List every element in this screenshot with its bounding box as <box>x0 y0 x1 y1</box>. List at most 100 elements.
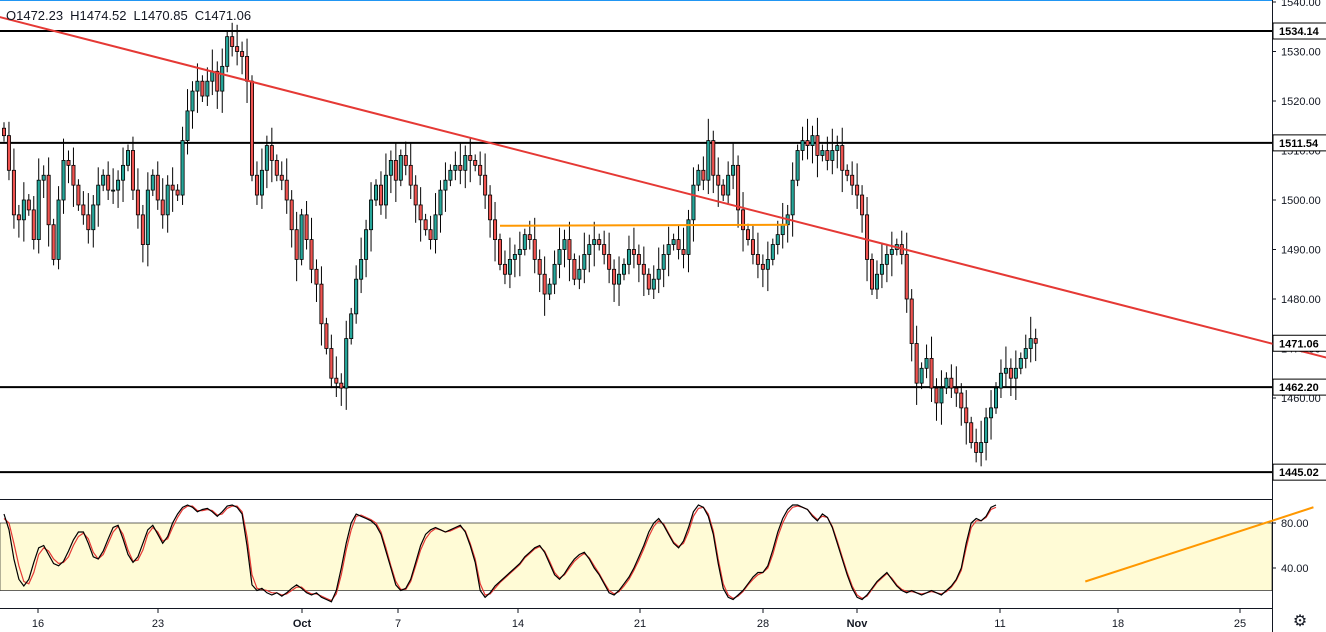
candle-body <box>795 150 800 181</box>
candle-body <box>284 179 289 201</box>
candle-body <box>537 258 542 275</box>
candle-body <box>646 273 651 290</box>
candle-body <box>413 184 418 206</box>
candle-body <box>66 159 71 166</box>
ohlc-close: C1471.06 <box>194 8 252 23</box>
price-tag-box <box>1272 463 1326 481</box>
candle-body <box>512 254 517 260</box>
candle-body <box>101 174 106 186</box>
price-tag-label: 1534.14 <box>1279 26 1320 38</box>
time-tick-label: 28 <box>757 618 769 630</box>
candle-body <box>428 229 433 240</box>
settings-gear-icon[interactable]: ⚙ <box>1292 613 1308 630</box>
candle-body <box>696 169 701 186</box>
candle-body <box>388 159 393 176</box>
candle-body <box>403 155 408 166</box>
candle-body <box>145 189 150 245</box>
candle-body <box>249 80 254 176</box>
candle-body <box>230 36 235 47</box>
candle-body <box>939 387 944 404</box>
candle-body <box>582 254 587 270</box>
candle-body <box>111 189 116 192</box>
time-tick-label: 23 <box>152 618 164 630</box>
candle-body <box>954 387 959 394</box>
candle-body <box>597 239 602 245</box>
candle-body <box>56 199 61 260</box>
candle-body <box>984 417 989 443</box>
candle-body <box>567 239 572 260</box>
orange-resistance-line[interactable] <box>499 223 788 227</box>
candle-body <box>86 214 91 231</box>
price-tick-label: 1530.00 <box>1281 47 1321 59</box>
price-tick-label: 1520.00 <box>1281 96 1321 108</box>
candle-body <box>334 377 339 384</box>
candle-body <box>780 224 785 236</box>
ohlc-open: O1472.23 <box>6 8 64 23</box>
candle-body <box>264 145 269 171</box>
stochastic-trendline[interactable] <box>1084 506 1314 583</box>
candle-body <box>423 219 428 231</box>
candle-body <box>170 184 175 191</box>
time-tick-label: 21 <box>634 618 646 630</box>
candle-body <box>200 80 205 97</box>
candle-body <box>671 239 676 245</box>
stoch-tick-label: 80.00 <box>1281 518 1309 530</box>
price-tick-label: 1540.00 <box>1281 0 1321 9</box>
candle-body <box>1003 367 1008 374</box>
candle-body <box>438 189 443 216</box>
candle-body <box>904 254 909 300</box>
candle-body <box>96 184 101 206</box>
candle-body <box>949 377 954 389</box>
candle-body <box>557 249 562 265</box>
candle-body <box>76 184 81 206</box>
candle-body <box>572 258 577 280</box>
candle-body <box>349 313 354 340</box>
candle-body <box>130 150 135 191</box>
candle-body <box>815 135 820 156</box>
candle-body <box>770 244 775 260</box>
candle-body <box>855 184 860 196</box>
candle-body <box>1028 338 1033 349</box>
candle-body <box>304 214 309 241</box>
candle-body <box>448 169 453 181</box>
candle-body <box>944 377 949 389</box>
candle-body <box>765 258 770 270</box>
candle-body <box>701 169 706 181</box>
candle-body <box>592 239 597 245</box>
candle-body <box>989 407 994 419</box>
price-tag-label: 1445.02 <box>1279 467 1319 479</box>
candle-body <box>458 164 463 171</box>
candle-body <box>522 234 527 250</box>
downtrend-line[interactable] <box>0 16 1326 368</box>
candle-body <box>870 258 875 290</box>
candle-body <box>909 298 914 344</box>
candle-body <box>562 239 567 250</box>
time-tick-label: Oct <box>293 618 312 630</box>
price-tag-box <box>1272 378 1326 396</box>
candle-body <box>135 189 140 216</box>
candle-body <box>220 65 225 92</box>
candle-body <box>16 214 21 221</box>
candle-body <box>731 164 736 176</box>
candle-body <box>800 140 805 151</box>
candle-body <box>329 348 334 379</box>
candle-body <box>840 145 845 171</box>
candle-body <box>155 174 160 201</box>
candle-body <box>934 387 939 404</box>
candle-body <box>398 155 403 181</box>
candle-body <box>319 283 324 325</box>
candle-body <box>359 258 364 280</box>
candle-body <box>726 174 731 196</box>
candle-body <box>299 214 304 260</box>
price-tick-label: 1490.00 <box>1281 245 1321 257</box>
candle-body <box>552 263 557 285</box>
candle-body <box>750 239 755 255</box>
candle-body <box>542 273 547 295</box>
candle-body <box>378 184 383 206</box>
candle-body <box>577 268 582 280</box>
candle-body <box>354 278 359 315</box>
candle-body <box>924 357 929 369</box>
candle-body <box>964 407 969 424</box>
candle-body <box>631 249 636 255</box>
